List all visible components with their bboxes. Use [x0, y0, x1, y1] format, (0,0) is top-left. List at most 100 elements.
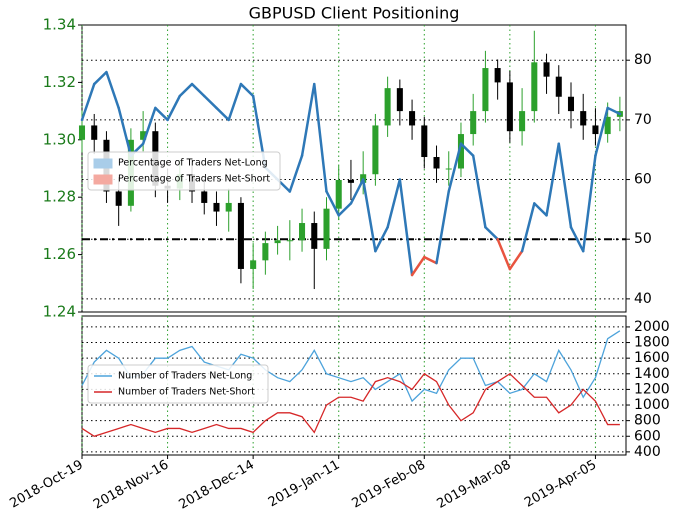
- candle-body: [445, 168, 452, 170]
- y-tick-label: 1800: [634, 335, 670, 351]
- percentage-line-segment: [215, 106, 230, 122]
- percentage-line-segment: [361, 178, 377, 253]
- x-tick-label: 2019-Jan-11: [266, 458, 343, 511]
- y-tick-label: 1200: [634, 381, 670, 397]
- candle-body: [201, 191, 208, 203]
- x-tick-label: 2019-Apr-05: [522, 458, 599, 511]
- candle-body: [225, 202, 232, 212]
- y2-tick-label: 40: [634, 291, 652, 307]
- candle-body: [347, 179, 354, 183]
- y2-tick-label: 60: [634, 172, 652, 188]
- percentage-line-segment: [447, 142, 463, 193]
- series-line: [81, 372, 620, 437]
- y-tick-label: 1.34: [43, 16, 76, 34]
- percentage-line-segment: [166, 94, 182, 122]
- candle-body: [213, 202, 220, 212]
- percentage-line-segment: [190, 82, 206, 98]
- candle-body: [457, 134, 464, 169]
- y-tick-label: 1400: [634, 366, 670, 382]
- percentage-line-segment: [154, 106, 169, 122]
- percentage-line-segment: [325, 190, 340, 217]
- candle-body: [91, 125, 98, 140]
- candle-body: [140, 131, 147, 140]
- candle-body: [250, 260, 257, 269]
- percentage-line-segment: [410, 255, 426, 277]
- candle-body: [433, 157, 440, 169]
- candle-body: [286, 240, 293, 242]
- candle-body: [555, 76, 562, 97]
- percentage-line-segment: [386, 178, 402, 229]
- y-tick-label: 600: [634, 428, 661, 444]
- candle-body: [482, 68, 489, 112]
- y-tick-label: 1.26: [43, 245, 76, 263]
- percentage-line-segment: [581, 154, 597, 253]
- legend-label: Number of Traders Net-Long: [118, 371, 252, 382]
- candle-body: [421, 125, 428, 158]
- candle-body: [409, 111, 416, 126]
- y-tick-label: 400: [634, 444, 661, 460]
- candle-body: [506, 82, 513, 132]
- candle-body: [604, 116, 611, 135]
- percentage-line-segment: [239, 82, 255, 98]
- y-tick-label: 1.32: [43, 73, 76, 91]
- y-tick-label: 2000: [634, 319, 670, 335]
- x-tick-label: 2019-Mar-08: [434, 458, 513, 512]
- percentage-line-segment: [435, 190, 450, 265]
- percentage-line-segment: [374, 226, 389, 253]
- candle-body: [531, 62, 538, 112]
- candle-body: [323, 208, 330, 249]
- percentage-line-segment: [313, 82, 328, 193]
- y2-tick-label: 50: [634, 231, 652, 247]
- legend: [87, 364, 269, 404]
- candle-body: [237, 202, 244, 269]
- candle-body: [519, 111, 526, 132]
- percentage-line-segment: [606, 106, 622, 116]
- y2-tick-label: 70: [634, 112, 652, 128]
- percentage-line-segment: [557, 142, 573, 229]
- candle-body: [115, 191, 122, 206]
- y-tick-label: 800: [634, 413, 661, 429]
- percentage-line-segment: [423, 255, 438, 265]
- candle-body: [543, 62, 550, 77]
- candle-body: [396, 88, 403, 112]
- percentage-line-segment: [178, 82, 194, 98]
- candle-body: [311, 223, 318, 249]
- y-tick-label: 1.24: [43, 303, 76, 321]
- legend-label: Percentage of Traders Net-Long: [118, 158, 268, 169]
- candle-body: [78, 125, 86, 140]
- percentage-line-segment: [569, 226, 585, 253]
- candle-body: [335, 179, 342, 209]
- percentage-line-segment: [117, 106, 133, 157]
- candle-body: [372, 125, 379, 175]
- legend-swatch: [93, 174, 113, 185]
- y-tick-label: 1.28: [43, 188, 76, 206]
- percentage-line-segment: [227, 82, 243, 122]
- series-line: [81, 330, 621, 403]
- percentage-line-segment: [202, 94, 218, 110]
- y-tick-label: 1000: [634, 397, 670, 413]
- percentage-line-segment: [398, 178, 414, 277]
- percentage-line-segment: [508, 249, 524, 271]
- legend-label: Percentage of Traders Net-Short: [118, 174, 270, 185]
- percentage-line-segment: [349, 178, 365, 205]
- candle-body: [592, 125, 599, 135]
- y-tick-label: 1600: [634, 350, 670, 366]
- candle-body: [567, 96, 575, 112]
- percentage-line-segment: [300, 82, 316, 157]
- percentage-line-segment: [337, 202, 353, 217]
- candle-body: [580, 111, 587, 126]
- chart-title: GBPUSD Client Positioning: [249, 4, 460, 23]
- percentage-line-segment: [545, 142, 561, 217]
- percentage-line-segment: [105, 70, 120, 110]
- percentage-line-segment: [141, 106, 157, 145]
- y2-tick-label: 80: [634, 52, 652, 68]
- percentage-line-segment: [92, 70, 108, 86]
- percentage-line-segment: [80, 82, 96, 122]
- percentage-line-segment: [533, 202, 548, 217]
- candle-body: [384, 88, 391, 126]
- y-tick-label: 1.30: [43, 130, 76, 148]
- x-tick-label: 2018-Oct-19: [7, 458, 85, 512]
- candle-body: [470, 111, 477, 135]
